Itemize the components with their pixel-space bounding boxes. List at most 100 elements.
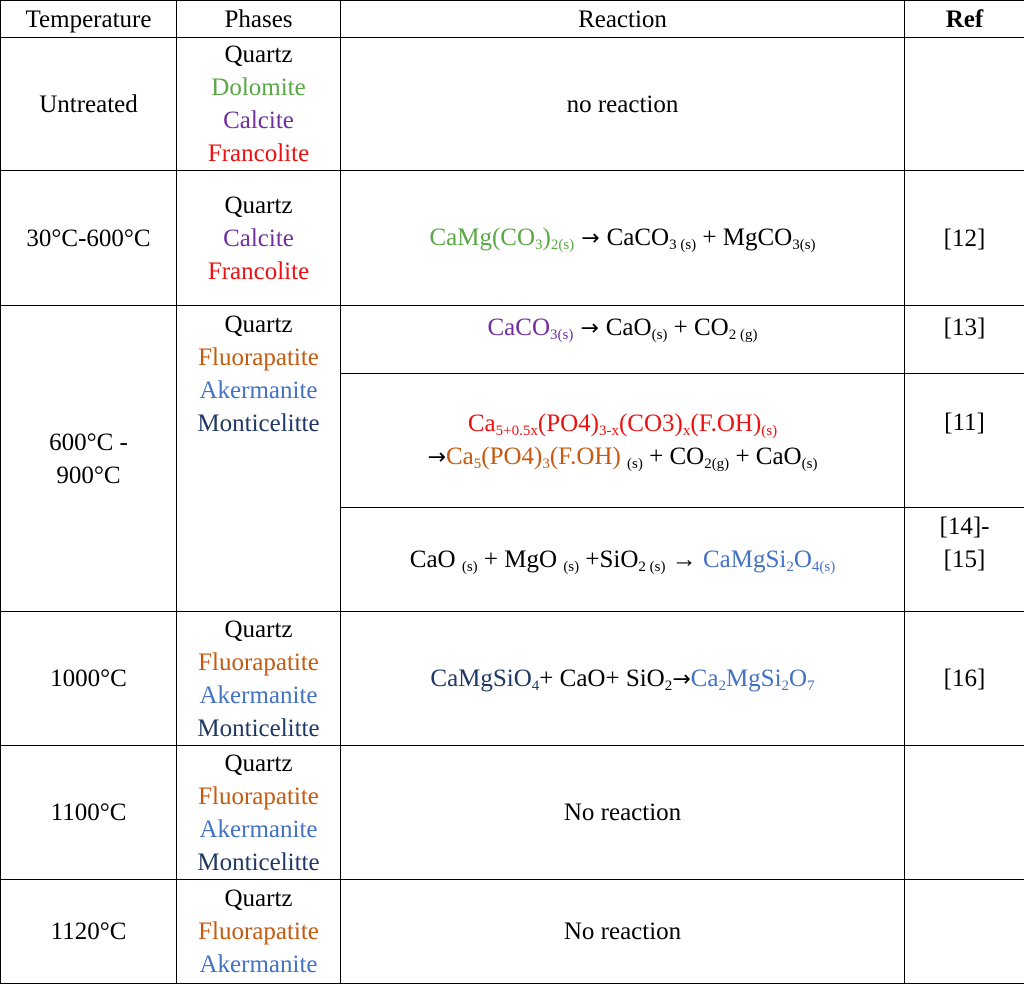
reaction-cell: CaMgSiO4+ CaO+ SiO2→Ca2MgSi2O7 [341, 612, 905, 746]
arrow-icon: → [672, 667, 690, 692]
formula-subscript: 3(s) [792, 237, 815, 253]
formula-text: → [665, 546, 703, 573]
formula-text: CaO [606, 314, 652, 341]
reaction-line: no reaction [345, 88, 900, 121]
temperature-cell: Untreated [1, 38, 177, 171]
formula-text: CaMgSi [703, 546, 786, 573]
reaction-cell: no reaction [341, 38, 905, 171]
formula-text: (F.OH) [550, 443, 627, 470]
phase-name: Francolite [181, 255, 336, 288]
phase-name: Quartz [181, 189, 336, 222]
formula-subscript: 3 [542, 456, 550, 472]
formula-subscript: (s) [627, 456, 643, 472]
phase-name: Akermanite [181, 374, 336, 407]
phase-name: Fluorapatite [181, 780, 336, 813]
ref-cell [905, 746, 1024, 880]
formula-text: ) [543, 224, 551, 251]
phase-name: Dolomite [181, 71, 336, 104]
phase-name: Fluorapatite [181, 341, 336, 374]
ref-cell [905, 880, 1024, 984]
phase-name: Akermanite [181, 679, 336, 712]
formula-text: + MgCO [696, 224, 792, 251]
formula-text: no reaction [567, 91, 679, 118]
header-phases: Phases [177, 1, 341, 38]
formula-subscript: 3-x [599, 423, 619, 439]
formula-subscript: 3 [535, 237, 543, 253]
phase-name: Fluorapatite [181, 646, 336, 679]
temperature-cell: 1000°C [1, 612, 177, 746]
formula-subscript: 2 [786, 559, 794, 575]
phase-name: Akermanite [181, 813, 336, 846]
formula-subscript: 7 [807, 678, 815, 694]
temperature-cell: 1100°C [1, 746, 177, 880]
reaction-line: No reaction [345, 915, 900, 948]
formula-text: (PO4) [481, 443, 542, 470]
phase-name: Monticelitte [181, 846, 336, 879]
formula-text: Ca [691, 665, 719, 692]
formula-text: O [789, 665, 807, 692]
formula-subscript: 2 [718, 678, 726, 694]
formula-text: CaMgSiO [430, 665, 531, 692]
arrow-icon: → [574, 226, 606, 251]
phase-name: Francolite [181, 137, 336, 170]
formula-text: +SiO [579, 546, 638, 573]
phase-name: Akermanite [181, 948, 336, 981]
formula-subscript: (s) [802, 456, 818, 472]
formula-subscript: 2(g) [704, 456, 729, 472]
reaction-line: No reaction [345, 796, 900, 829]
formula-subscript: 5+0.5x [496, 423, 538, 439]
reaction-cell: CaMg(CO3)2(s) → CaCO3 (s) + MgCO3(s) [341, 171, 905, 306]
reaction-cell: CaO (s) + MgO (s) +SiO2 (s) → CaMgSi2O4(… [341, 508, 905, 612]
reaction-line: CaCO3(s) → CaO(s) + CO2 (g) [345, 311, 900, 345]
reaction-line: CaMg(CO3)2(s) → CaCO3 (s) + MgCO3(s) [345, 221, 900, 255]
reaction-cell: No reaction [341, 880, 905, 984]
header-row: Temperature Phases Reaction Ref [1, 1, 1024, 38]
formula-text: + CO [667, 314, 728, 341]
ref-cell [905, 38, 1024, 171]
formula-text: CaCO [488, 314, 551, 341]
phase-name: Quartz [181, 882, 336, 915]
formula-text: CaCO [607, 224, 670, 251]
reaction-line: CaO (s) + MgO (s) +SiO2 (s) → CaMgSi2O4(… [345, 543, 900, 576]
formula-text: O [794, 546, 812, 573]
formula-text: CaMg(CO [429, 224, 535, 251]
formula-text: MgSi [726, 665, 782, 692]
formula-text: (PO4) [538, 410, 599, 437]
temperature-cell: 30°C-600°C [1, 171, 177, 306]
formula-subscript: (s) [563, 559, 579, 575]
formula-text: No reaction [564, 918, 681, 945]
phase-name: Calcite [181, 104, 336, 137]
reaction-cell: No reaction [341, 746, 905, 880]
formula-text: + CaO [729, 443, 801, 470]
phase-name: Fluorapatite [181, 915, 336, 948]
phase-name: Monticelitte [181, 407, 336, 440]
header-reaction: Reaction [341, 1, 905, 38]
formula-text: (CO3) [619, 410, 683, 437]
ref-cell: [11] [905, 374, 1024, 508]
formula-subscript: 3 (s) [669, 237, 696, 253]
formula-text: CaO [410, 546, 462, 573]
formula-text: Ca [468, 410, 496, 437]
phase-name: Monticelitte [181, 712, 336, 745]
ref-cell: [14]-[15] [905, 508, 1024, 612]
reaction-line: CaMgSiO4+ CaO+ SiO2→Ca2MgSi2O7 [345, 662, 900, 696]
phase-name: Quartz [181, 747, 336, 780]
phase-name: Quartz [181, 613, 336, 646]
formula-subscript: 2(s) [551, 237, 574, 253]
formula-subscript: 2 (s) [638, 559, 665, 575]
ref-cell: [13] [905, 306, 1024, 374]
formula-subscript: 2 [782, 678, 790, 694]
header-ref: Ref [905, 1, 1024, 38]
formula-subscript: 4(s) [812, 559, 835, 575]
